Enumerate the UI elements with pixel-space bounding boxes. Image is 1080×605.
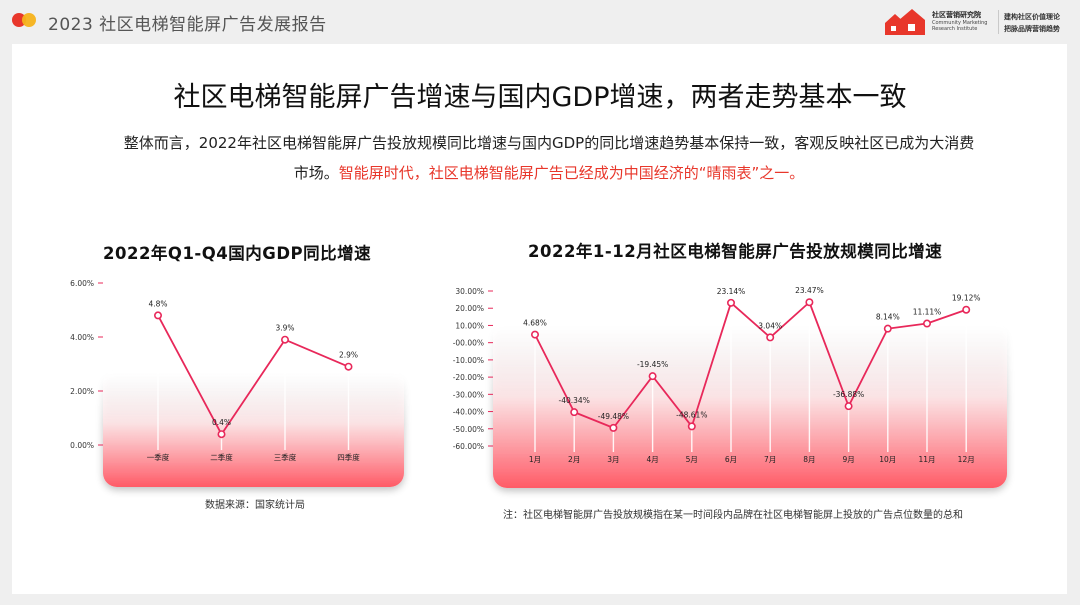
intro-highlight: 智能屏时代，社区电梯智能屏广告已经成为中国经济的“晴雨表”之一。 bbox=[338, 164, 805, 182]
org-name: 社区营销研究院 bbox=[932, 11, 981, 19]
intro-text: 整体而言，2022年社区电梯智能屏广告投放规模同比增速与国内GDP的同比增速趋势… bbox=[123, 134, 975, 182]
ad-chart-note: 注：社区电梯智能屏广告投放规模指在某一时间段内品牌在社区电梯智能屏上投放的广告点… bbox=[503, 510, 963, 521]
brand-dot-yellow-icon bbox=[22, 13, 36, 27]
institute-logo: 社区营销研究院 Community Marketing Research Ins… bbox=[884, 8, 1074, 38]
slogan-line-2: 把脉品牌营销趋势 bbox=[1004, 25, 1060, 33]
slogan-line-1: 建构社区价值理论 bbox=[1004, 13, 1060, 21]
ad-chart-title: 2022年1-12月社区电梯智能屏广告投放规模同比增速 bbox=[528, 242, 943, 261]
document-title: 2023 社区电梯智能屏广告发展报告 bbox=[48, 15, 327, 35]
top-bar: 2023 社区电梯智能屏广告发展报告 社区营销研究院 Community Mar… bbox=[0, 0, 1080, 42]
gdp-chart-title: 2022年Q1-Q4国内GDP同比增速 bbox=[103, 244, 372, 263]
logo-divider bbox=[998, 10, 999, 34]
gdp-data-source: 数据来源：国家统计局 bbox=[205, 500, 305, 511]
intro-paragraph: 整体而言，2022年社区电梯智能屏广告投放规模同比增速与国内GDP的同比增速趋势… bbox=[118, 128, 980, 188]
houses-logo-icon bbox=[885, 9, 925, 35]
org-name-en: Community Marketing Research Institute bbox=[932, 20, 988, 32]
page-title: 社区电梯智能屏广告增速与国内GDP增速，两者走势基本一致 bbox=[173, 82, 907, 113]
